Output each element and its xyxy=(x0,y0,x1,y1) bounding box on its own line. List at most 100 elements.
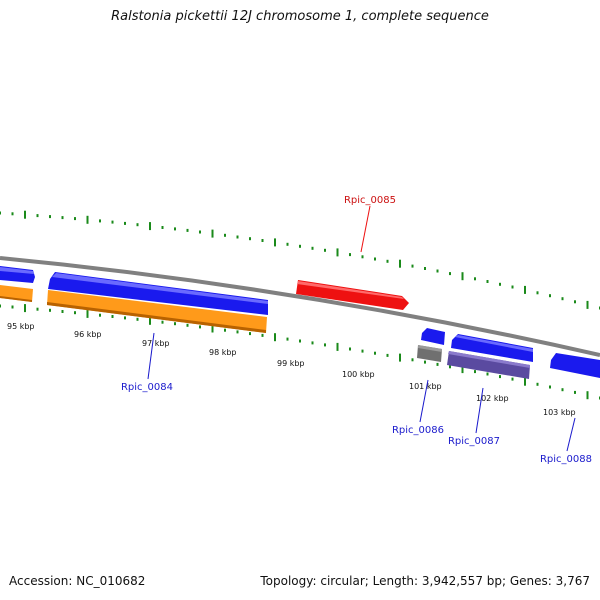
topology-info: Topology: circular; Length: 3,942,557 bp… xyxy=(260,574,590,588)
tick-label: 101 kbp xyxy=(409,382,442,391)
minor-tick xyxy=(474,370,476,374)
minor-tick xyxy=(374,257,376,261)
minor-tick xyxy=(386,259,389,263)
major-tick xyxy=(586,391,589,400)
label-leader-rpic-0086 xyxy=(419,379,429,423)
minor-tick xyxy=(411,264,414,268)
minor-tick xyxy=(574,390,576,394)
gene-feature[interactable] xyxy=(0,285,33,302)
major-tick xyxy=(149,316,151,325)
major-tick xyxy=(586,300,589,309)
tick-label: 100 kbp xyxy=(342,370,375,379)
minor-tick xyxy=(349,347,351,351)
major-tick xyxy=(274,238,276,247)
major-tick xyxy=(24,304,26,313)
accession-info: Accession: NC_010682 xyxy=(9,574,145,588)
gene-rpic-0087-rna[interactable] xyxy=(447,351,530,379)
minor-tick xyxy=(474,277,476,281)
gene-rpic-0085[interactable] xyxy=(296,280,409,310)
tick-label: 95 kbp xyxy=(7,322,35,331)
minor-tick xyxy=(536,382,539,386)
major-tick xyxy=(24,210,26,219)
tick-label: 103 kbp xyxy=(543,408,576,417)
minor-tick xyxy=(74,217,76,221)
minor-tick xyxy=(74,311,76,315)
minor-tick xyxy=(161,226,164,229)
major-tick xyxy=(211,229,214,238)
major-tick xyxy=(524,285,526,294)
minor-tick xyxy=(136,223,139,227)
minor-tick xyxy=(299,339,301,343)
gene-label-rpic-0084[interactable]: Rpic_0084 xyxy=(121,382,173,393)
tick-label: 98 kbp xyxy=(209,348,237,357)
minor-tick xyxy=(424,360,426,364)
minor-tick xyxy=(261,333,264,337)
minor-tick xyxy=(0,211,1,215)
outer-tick-ring xyxy=(0,210,600,310)
accession-value: NC_010682 xyxy=(76,574,146,588)
minor-tick xyxy=(124,316,126,320)
minor-tick xyxy=(136,317,139,321)
minor-tick xyxy=(299,244,301,248)
minor-tick xyxy=(561,297,564,301)
gene-rpic-0086[interactable] xyxy=(421,328,445,345)
minor-tick xyxy=(549,294,551,298)
accession-label: Accession: xyxy=(9,574,73,588)
chromosome-backbone xyxy=(0,256,600,357)
minor-tick xyxy=(386,353,389,357)
minor-tick xyxy=(311,246,314,250)
minor-tick xyxy=(324,343,326,347)
scale-labels: 95 kbp 96 kbp 97 kbp 98 kbp 99 kbp 100 k… xyxy=(7,322,576,417)
minor-tick xyxy=(36,307,39,311)
minor-tick xyxy=(111,315,114,318)
gene-feature[interactable] xyxy=(0,266,35,283)
minor-tick xyxy=(286,242,289,246)
major-tick xyxy=(336,342,339,351)
major-tick xyxy=(399,353,401,362)
minor-tick xyxy=(499,282,501,286)
minor-tick xyxy=(174,322,176,326)
major-tick xyxy=(86,215,89,224)
inner-tick-ring xyxy=(0,304,600,400)
minor-tick xyxy=(49,308,51,312)
minor-tick xyxy=(224,328,226,332)
tick-label: 102 kbp xyxy=(476,394,509,403)
minor-tick xyxy=(174,227,176,231)
minor-tick xyxy=(124,221,126,225)
minor-tick xyxy=(511,285,514,289)
gene-rpic-0084[interactable] xyxy=(47,290,267,333)
minor-tick xyxy=(361,255,364,259)
gene-label-rpic-0087[interactable]: Rpic_0087 xyxy=(448,436,500,447)
minor-tick xyxy=(0,304,1,308)
gene-label-rpic-0088[interactable]: Rpic_0088 xyxy=(540,454,592,465)
gene-label-rpic-0085[interactable]: Rpic_0085 xyxy=(344,195,396,206)
gene-label-rpic-0086[interactable]: Rpic_0086 xyxy=(392,425,444,436)
gene-rpic-0088[interactable] xyxy=(550,353,600,378)
minor-tick xyxy=(61,310,64,313)
minor-tick xyxy=(49,215,51,219)
minor-tick xyxy=(111,220,114,224)
minor-tick xyxy=(449,272,451,276)
minor-tick xyxy=(499,375,501,379)
minor-tick xyxy=(161,320,164,324)
minor-tick xyxy=(436,362,439,366)
minor-tick xyxy=(249,332,251,336)
minor-tick xyxy=(511,377,514,381)
minor-tick xyxy=(374,351,376,355)
major-tick xyxy=(461,365,464,374)
major-tick xyxy=(274,333,276,342)
minor-tick xyxy=(486,280,489,283)
minor-tick xyxy=(449,365,451,369)
minor-tick xyxy=(199,230,201,234)
gene-feature[interactable] xyxy=(48,272,268,315)
label-leader-rpic-0085 xyxy=(360,205,371,253)
map-title: Ralstonia pickettii 12J chromosome 1, co… xyxy=(111,9,489,24)
gene-rpic-0086-rna[interactable] xyxy=(417,345,442,362)
minor-tick xyxy=(199,325,201,329)
gene-rpic-0087[interactable] xyxy=(451,334,533,362)
minor-tick xyxy=(186,323,189,327)
major-tick xyxy=(149,222,151,231)
minor-tick xyxy=(99,219,101,223)
minor-tick xyxy=(11,305,14,309)
